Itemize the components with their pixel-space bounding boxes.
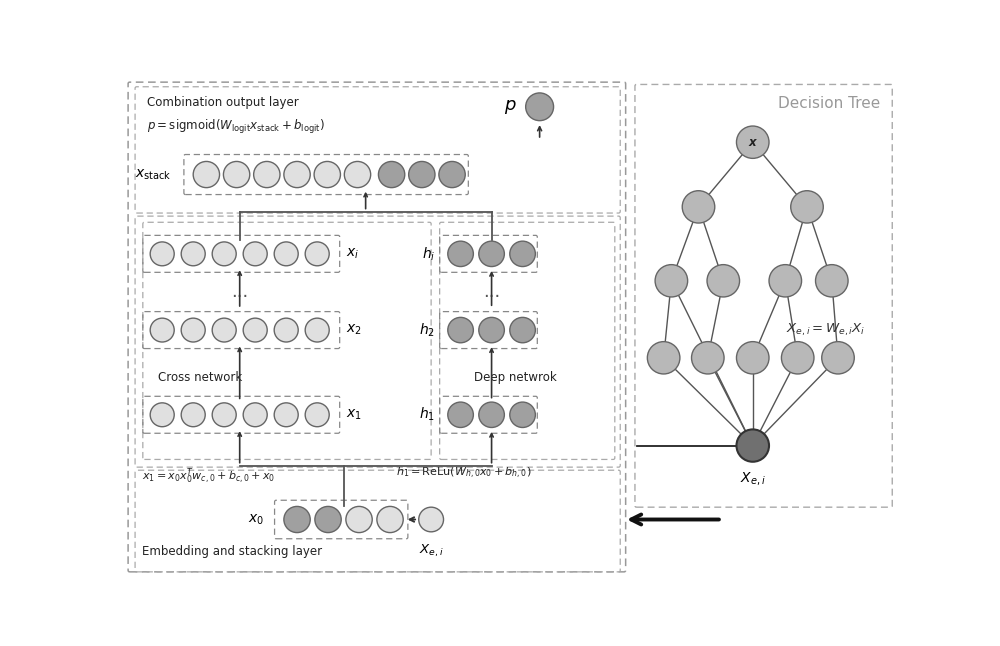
Circle shape [223,162,250,187]
Circle shape [150,318,174,342]
Text: $x_2$: $x_2$ [346,323,362,337]
Circle shape [254,162,280,187]
Circle shape [378,162,405,187]
Circle shape [243,403,267,427]
Text: x: x [749,136,757,149]
Circle shape [315,506,341,532]
Circle shape [284,506,310,532]
Circle shape [448,402,473,428]
Circle shape [284,162,310,187]
Text: $X_{e,i}$: $X_{e,i}$ [419,543,443,559]
Circle shape [479,402,504,428]
Circle shape [419,507,444,532]
Text: $x_{\mathrm{stack}}$: $x_{\mathrm{stack}}$ [135,167,172,182]
Circle shape [510,317,535,343]
Circle shape [816,265,848,297]
Circle shape [150,403,174,427]
Circle shape [305,242,329,266]
Circle shape [305,403,329,427]
Circle shape [212,242,236,266]
Text: $h_1$: $h_1$ [419,406,435,424]
Circle shape [181,242,205,266]
Text: ...: ... [483,283,500,301]
Circle shape [409,162,435,187]
Circle shape [181,403,205,427]
Text: $p = \mathrm{sigmoid}(W_{\mathrm{logit}}x_{\mathrm{stack}} + b_{\mathrm{logit}}): $p = \mathrm{sigmoid}(W_{\mathrm{logit}}… [147,118,324,136]
Circle shape [377,506,403,532]
Text: $X_{e,i}$: $X_{e,i}$ [740,470,766,487]
Circle shape [274,318,298,342]
Circle shape [193,162,220,187]
Circle shape [150,242,174,266]
Text: Cross network: Cross network [158,371,242,384]
Circle shape [736,430,769,462]
Circle shape [344,162,371,187]
Circle shape [479,241,504,267]
Text: $h_1 = \mathrm{ReLu}(W_{h,0}x_0 + b_{h,0})$: $h_1 = \mathrm{ReLu}(W_{h,0}x_0 + b_{h,0… [396,466,532,481]
Circle shape [655,265,688,297]
Circle shape [736,126,769,158]
Text: $x_0$: $x_0$ [248,512,264,526]
Circle shape [692,342,724,374]
Text: $x_1 = x_0 x_0^T w_{c,0} + b_{c,0} + x_0$: $x_1 = x_0 x_0^T w_{c,0} + b_{c,0} + x_0… [142,466,275,486]
Circle shape [243,242,267,266]
Circle shape [822,342,854,374]
Circle shape [212,403,236,427]
Circle shape [305,318,329,342]
Circle shape [647,342,680,374]
Circle shape [707,265,740,297]
Circle shape [448,317,473,343]
Text: $h_2$: $h_2$ [419,321,435,339]
Circle shape [274,242,298,266]
Circle shape [212,318,236,342]
Circle shape [448,241,473,267]
Text: Combination output layer: Combination output layer [147,96,298,109]
Text: $x_i$: $x_i$ [346,247,359,261]
Text: $x_1$: $x_1$ [346,408,362,422]
Circle shape [243,318,267,342]
Text: $p$: $p$ [504,98,516,116]
Text: Deep netwrok: Deep netwrok [474,371,556,384]
Circle shape [314,162,340,187]
Circle shape [791,191,823,223]
Circle shape [439,162,465,187]
Circle shape [682,191,715,223]
Circle shape [510,402,535,428]
Text: $h_i$: $h_i$ [422,245,435,262]
Circle shape [181,318,205,342]
Text: ...: ... [231,283,248,301]
Circle shape [346,506,372,532]
Circle shape [769,265,802,297]
Circle shape [479,317,504,343]
Circle shape [526,93,554,121]
Text: $X_{e,i} = W_{e,i}X_i$: $X_{e,i} = W_{e,i}X_i$ [786,322,865,339]
Text: Decision Tree: Decision Tree [778,96,881,111]
Circle shape [274,403,298,427]
Circle shape [781,342,814,374]
Circle shape [736,342,769,374]
Text: Embedding and stacking layer: Embedding and stacking layer [142,545,322,558]
Circle shape [510,241,535,267]
